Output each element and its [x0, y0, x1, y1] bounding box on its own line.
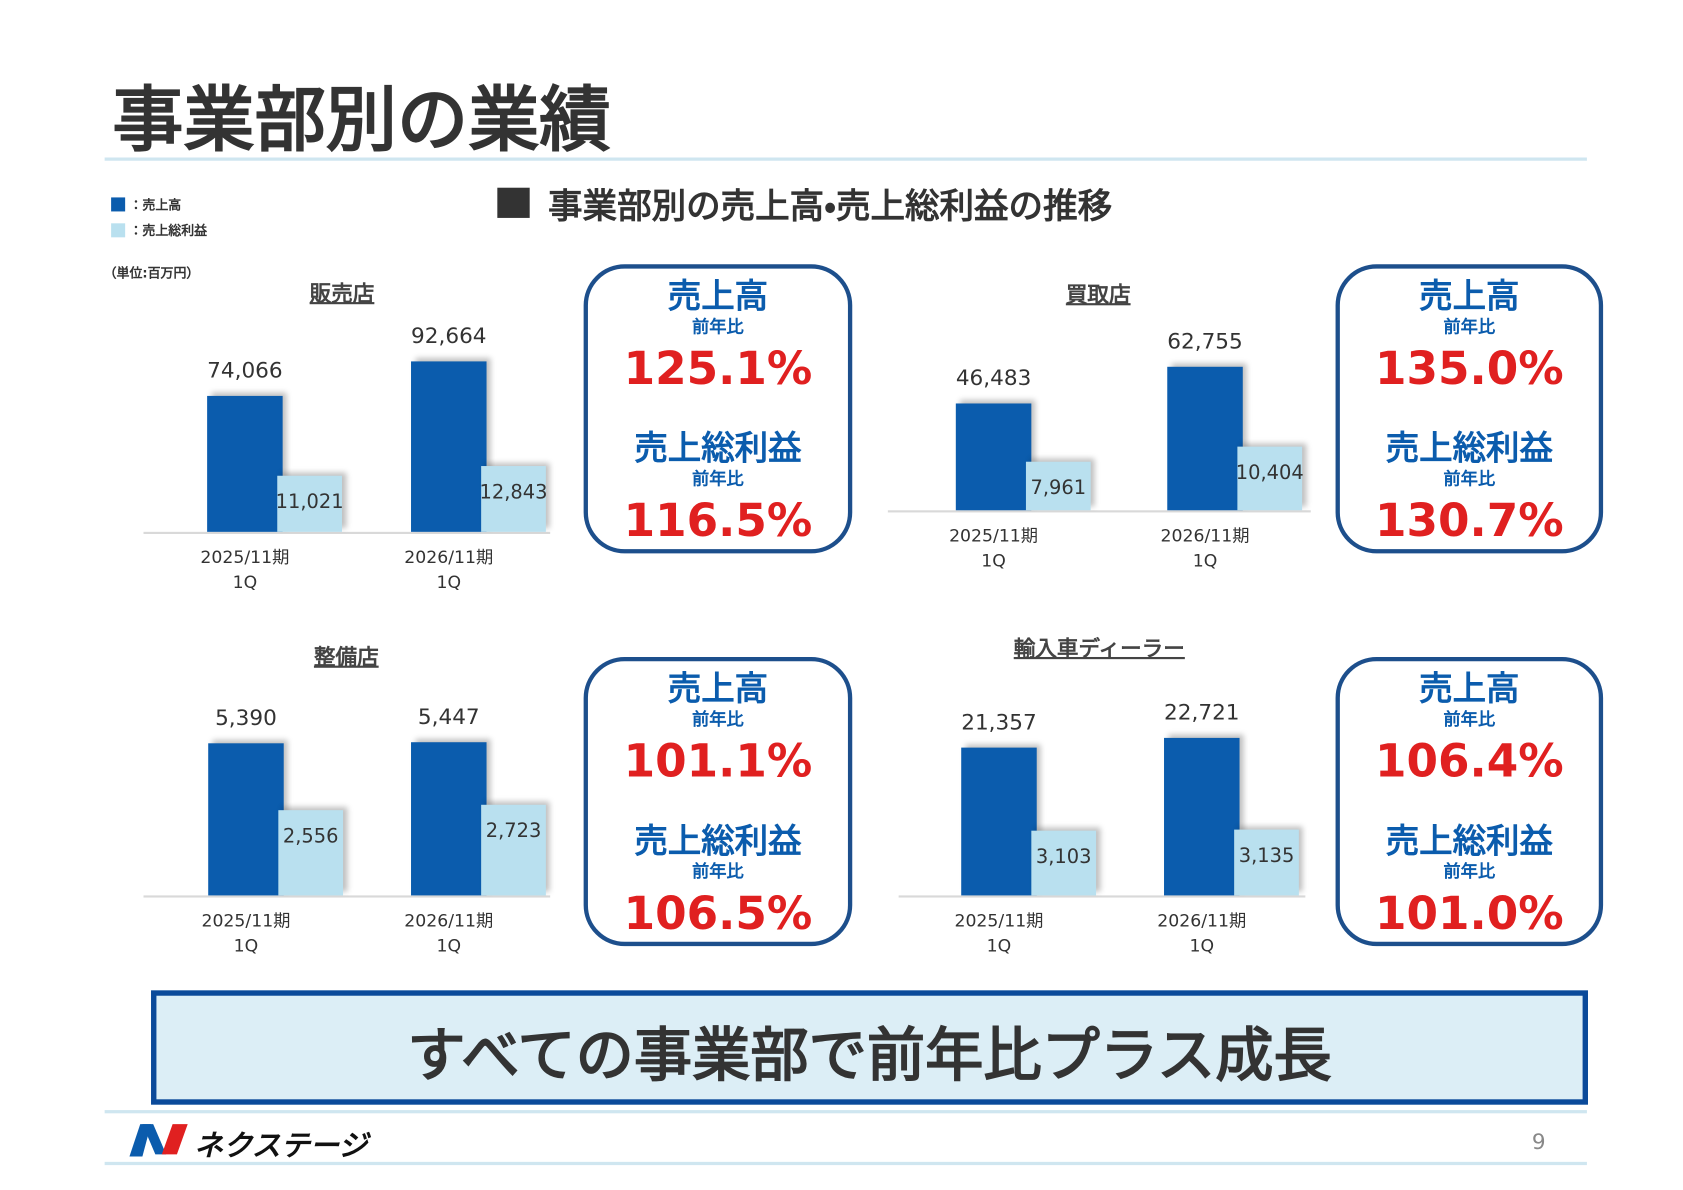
yoy-value: 101.0% — [1374, 886, 1564, 940]
title-rule — [104, 157, 1587, 161]
data-label: 12,843 — [479, 481, 548, 505]
data-label: 62,755 — [1167, 327, 1243, 354]
yoy-sublabel: 前年比 — [692, 708, 744, 730]
bar — [481, 804, 546, 896]
page-number: 9 — [1531, 1128, 1546, 1155]
yoy-heading: 売上高 — [1419, 277, 1520, 317]
x-tick-label: 2025/11期 1Q — [201, 910, 291, 956]
yoy-value: 101.1% — [623, 734, 813, 788]
banner — [151, 990, 1588, 1105]
yoy-heading: 売上総利益 — [634, 429, 802, 469]
bar — [1031, 830, 1097, 896]
yoy-value: 116.5% — [623, 494, 813, 547]
data-label: 7,961 — [1030, 476, 1087, 500]
bar — [277, 475, 342, 532]
bar — [411, 741, 487, 896]
banner-text: すべての事業部で前年比プラス成長 — [407, 1021, 1332, 1090]
footer-rule — [104, 1161, 1587, 1166]
data-label: 2,723 — [485, 819, 542, 843]
chart-title: 輸入車ディーラー — [1013, 635, 1185, 662]
chart-title: 販売店 — [309, 280, 375, 307]
data-label: 11,021 — [275, 490, 344, 514]
yoy-sublabel: 前年比 — [1443, 860, 1496, 882]
data-label: 74,066 — [207, 357, 283, 384]
data-label: 5,390 — [215, 704, 277, 731]
footer-rule — [104, 1110, 1587, 1114]
yoy-sublabel: 前年比 — [1443, 468, 1496, 489]
baseline — [143, 531, 551, 535]
x-tick-label: 2025/11期 1Q — [200, 546, 290, 593]
baseline — [887, 510, 1311, 513]
x-tick-label: 2025/11期 1Q — [954, 910, 1044, 956]
x-tick-label: 2026/11期 1Q — [404, 910, 494, 956]
bar — [1167, 366, 1243, 511]
baseline — [898, 895, 1306, 898]
yoy-box — [1335, 264, 1604, 554]
bar — [1234, 830, 1299, 896]
data-label: 3,135 — [1238, 845, 1295, 868]
yoy-heading: 売上総利益 — [634, 822, 802, 861]
bar — [1237, 446, 1303, 511]
data-label: 5,447 — [417, 702, 480, 729]
data-label: 92,664 — [411, 323, 487, 349]
bar — [961, 747, 1037, 896]
yoy-sublabel: 前年比 — [692, 316, 744, 337]
section-title: 事業部別の売上高・売上総利益の推移 — [548, 185, 1113, 227]
bar — [411, 361, 487, 532]
x-tick-label: 2026/11期 1Q — [404, 546, 494, 593]
yoy-value: 106.5% — [623, 886, 813, 940]
bar — [1025, 461, 1091, 511]
section-marker — [497, 187, 530, 218]
chart-title: 買取店 — [1065, 281, 1131, 308]
yoy-sublabel: 前年比 — [692, 860, 744, 882]
page-title: 事業部別の業績 — [112, 78, 611, 162]
bar — [208, 743, 284, 896]
yoy-heading: 売上高 — [667, 669, 769, 709]
legend-swatch — [111, 197, 126, 212]
logo-text: ネクステージ — [194, 1129, 368, 1163]
yoy-sublabel: 前年比 — [692, 468, 744, 489]
legend-swatch — [111, 223, 126, 238]
unit-label: （単位:百万円） — [103, 265, 200, 281]
yoy-box — [583, 264, 853, 554]
chart-title: 整備店 — [313, 644, 379, 670]
bar — [955, 403, 1032, 511]
bar — [481, 466, 546, 532]
yoy-sublabel: 前年比 — [1443, 708, 1496, 730]
bar — [207, 396, 283, 532]
data-label: 21,357 — [961, 708, 1037, 735]
data-label: 46,483 — [955, 364, 1032, 391]
bar — [1164, 738, 1240, 896]
yoy-heading: 売上高 — [667, 277, 769, 317]
yoy-value: 106.4% — [1374, 734, 1564, 788]
data-label: 22,721 — [1164, 699, 1240, 726]
data-label: 10,404 — [1235, 461, 1304, 485]
yoy-value: 130.7% — [1374, 494, 1564, 547]
legend-label: ：売上高 — [129, 197, 182, 213]
x-tick-label: 2025/11期 1Q — [949, 525, 1039, 571]
yoy-box — [583, 656, 853, 947]
logo-mark — [129, 1124, 188, 1157]
x-tick-label: 2026/11期 1Q — [1157, 910, 1247, 956]
yoy-heading: 売上総利益 — [1385, 822, 1553, 861]
yoy-heading: 売上総利益 — [1385, 429, 1553, 469]
yoy-heading: 売上高 — [1419, 669, 1520, 709]
yoy-sublabel: 前年比 — [1443, 316, 1496, 337]
bar — [278, 810, 344, 896]
baseline — [143, 895, 551, 898]
yoy-value: 125.1% — [623, 341, 813, 395]
legend-label: ：売上総利益 — [129, 223, 208, 239]
yoy-box — [1335, 656, 1604, 947]
x-tick-label: 2026/11期 1Q — [1160, 525, 1250, 571]
yoy-value: 135.0% — [1374, 341, 1564, 395]
data-label: 2,556 — [282, 825, 339, 848]
data-label: 3,103 — [1035, 845, 1092, 869]
